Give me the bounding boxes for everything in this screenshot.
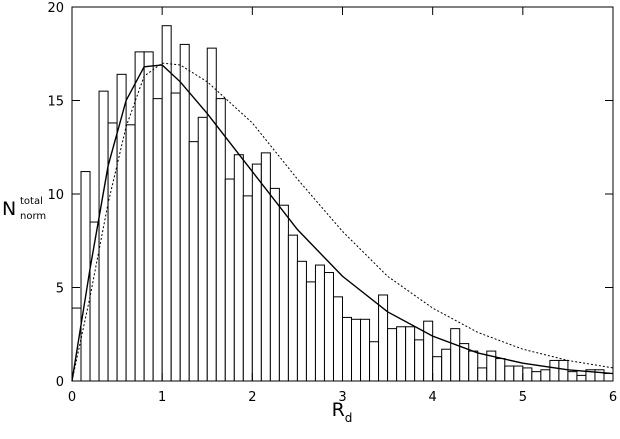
curve — [71, 62, 614, 382]
bar — [260, 152, 271, 382]
bar — [278, 204, 289, 382]
bar — [296, 260, 307, 382]
x-tick-label: 6 — [609, 390, 617, 405]
bar — [224, 178, 235, 382]
bar — [360, 318, 371, 382]
bar — [143, 51, 154, 382]
bar — [242, 195, 253, 382]
y-label-sub: norm — [20, 211, 46, 222]
bar — [468, 350, 479, 382]
curve — [71, 64, 614, 382]
bar — [206, 47, 217, 382]
y-tick-label: 20 — [47, 1, 64, 16]
bar — [531, 371, 542, 382]
bar — [576, 374, 587, 382]
bar — [98, 90, 109, 382]
bar — [567, 371, 578, 382]
bar — [513, 365, 524, 382]
x-label-sub: d — [345, 411, 353, 425]
bar — [450, 328, 461, 382]
bar — [323, 272, 334, 382]
bar — [405, 326, 416, 382]
bar — [477, 367, 488, 382]
bar — [179, 43, 190, 382]
bar — [188, 141, 199, 382]
y-tick-label: 10 — [47, 188, 64, 203]
x-tick-label: 5 — [519, 390, 527, 405]
bar — [441, 348, 452, 382]
bar — [287, 234, 298, 382]
x-tick-label: 4 — [429, 390, 437, 405]
bar — [332, 296, 344, 382]
bar — [342, 316, 353, 382]
bar — [251, 163, 262, 382]
bar — [414, 339, 425, 382]
x-tick-label: 1 — [158, 390, 166, 405]
bar — [351, 318, 362, 382]
bar — [396, 326, 407, 382]
bar — [504, 365, 515, 382]
y-label-main: N — [2, 198, 16, 220]
bar — [522, 367, 533, 382]
bar — [432, 356, 443, 382]
bar — [152, 98, 163, 382]
bar — [387, 328, 398, 382]
bar — [269, 187, 280, 382]
bar — [549, 359, 560, 382]
x-tick-label: 0 — [68, 390, 76, 405]
bar — [305, 281, 316, 382]
x-axis-label: Rd — [332, 399, 353, 425]
x-tick-label: 2 — [248, 390, 256, 405]
bar — [134, 51, 145, 382]
bar — [161, 25, 172, 382]
bar — [125, 124, 136, 382]
y-tick-label: 15 — [47, 95, 64, 110]
bar — [423, 320, 434, 382]
bar — [495, 358, 506, 382]
x-label-main: R — [332, 399, 345, 421]
y-tick-label: 5 — [56, 282, 64, 297]
bar — [558, 359, 569, 382]
bar — [233, 154, 244, 382]
bar — [170, 92, 181, 382]
bar — [197, 116, 208, 382]
bar — [116, 73, 127, 382]
y-label-sup: total — [20, 196, 43, 207]
y-tick-label: 0 — [56, 375, 64, 390]
bar — [215, 98, 226, 382]
bar — [540, 369, 551, 382]
bar — [603, 373, 614, 382]
y-axis-label: N — [2, 198, 16, 220]
bar — [314, 264, 325, 382]
x-tick-label: 3 — [338, 390, 346, 405]
bar — [369, 341, 380, 382]
